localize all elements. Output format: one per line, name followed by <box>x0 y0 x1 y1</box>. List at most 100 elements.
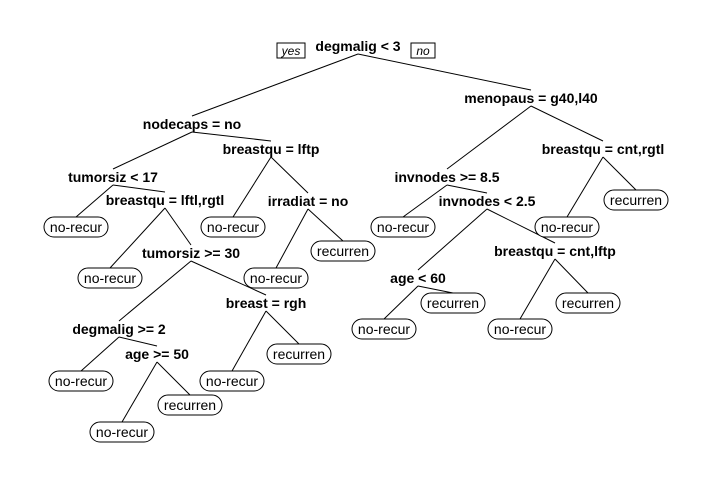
leaf-label: recurren <box>610 192 662 208</box>
split-label: nodecaps = no <box>143 116 241 132</box>
edge-n9-n16 <box>109 207 166 269</box>
split-label: menopaus = g40,l40 <box>464 90 598 106</box>
leaf-label: no-recur <box>377 219 429 235</box>
leaf-box <box>200 216 266 238</box>
leaf-box <box>351 318 417 340</box>
split-label: degmalig >= 2 <box>72 321 166 337</box>
split-node-n4: tumorsiz < 17 <box>68 169 158 185</box>
leaf-label: no-recur <box>206 373 258 389</box>
leaf-box <box>534 216 600 238</box>
leaf-box <box>487 318 553 340</box>
split-label: irradiat = no <box>268 193 349 209</box>
leaf-node-n27: recurren <box>555 292 621 314</box>
edge-n17-n22 <box>118 260 192 322</box>
branch-tags: yes no <box>276 42 436 59</box>
edge-n1-n3 <box>357 53 532 91</box>
edge-n4-n9 <box>112 184 166 193</box>
tree-edges <box>75 53 637 423</box>
edge-n29-n33 <box>156 361 191 396</box>
leaf-node-n19: recurren <box>310 240 376 262</box>
leaf-label: recurren <box>317 243 369 259</box>
leaf-box <box>310 240 376 262</box>
leaf-box <box>420 292 486 314</box>
leaf-node-n30: no-recur <box>199 370 265 392</box>
split-node-n13: invnodes < 2.5 <box>439 193 536 209</box>
edge-n1-n2 <box>191 53 359 117</box>
leaf-label: no-recur <box>541 219 593 235</box>
split-node-n21: breastqu = cnt,lftp <box>494 243 616 259</box>
edge-n5-n10 <box>232 156 272 218</box>
split-label: degmalig < 3 <box>315 38 400 54</box>
edge-n23-n31 <box>265 310 300 345</box>
split-label: tumorsiz < 17 <box>68 169 158 185</box>
leaf-box <box>243 267 309 289</box>
yes-branch-label: yes <box>281 44 301 58</box>
edge-n22-n29 <box>118 336 158 347</box>
edge-n2-n4 <box>112 131 193 170</box>
edge-n3-n7 <box>530 105 604 142</box>
edge-n11-n18 <box>275 208 309 269</box>
split-node-n9: breastqu = lftl,rgtl <box>106 192 225 208</box>
split-label: breastqu = cnt,rgtl <box>542 141 665 157</box>
edge-n6-n13 <box>446 184 488 194</box>
leaf-box <box>43 216 109 238</box>
leaf-node-n18: no-recur <box>243 267 309 289</box>
split-node-n5: breastqu = lftp <box>223 141 320 157</box>
leaf-box <box>48 370 114 392</box>
split-label: tumorsiz >= 30 <box>142 245 240 261</box>
leaf-label: no-recur <box>494 321 546 337</box>
leaf-node-n32: no-recur <box>89 421 155 443</box>
leaf-label: no-recur <box>358 321 410 337</box>
leaf-node-n28: no-recur <box>48 370 114 392</box>
edge-n5-n11 <box>270 156 309 194</box>
split-label: breastqu = lftp <box>223 141 320 157</box>
leaf-label: no-recur <box>250 270 302 286</box>
split-node-n2: nodecaps = no <box>143 116 241 132</box>
leaf-node-n15: recurren <box>603 189 669 211</box>
leaf-box <box>199 370 265 392</box>
leaf-node-n14: no-recur <box>534 216 600 238</box>
leaf-label: no-recur <box>55 373 107 389</box>
split-node-n23: breast = rgh <box>226 295 307 311</box>
split-node-n20: age < 60 <box>390 270 446 286</box>
split-node-n17: tumorsiz >= 30 <box>142 245 240 261</box>
leaf-node-n25: recurren <box>420 292 486 314</box>
split-node-n6: invnodes >= 8.5 <box>394 169 499 185</box>
leaf-label: recurren <box>427 295 479 311</box>
split-node-n22: degmalig >= 2 <box>72 321 166 337</box>
edge-n29-n32 <box>121 361 158 423</box>
leaf-node-n8: no-recur <box>43 216 109 238</box>
leaf-node-n12: no-recur <box>370 216 436 238</box>
edge-n2-n5 <box>191 131 272 142</box>
split-label: age >= 50 <box>125 346 189 362</box>
split-node-n29: age >= 50 <box>125 346 189 362</box>
leaf-label: recurren <box>164 397 216 413</box>
edge-n21-n27 <box>554 258 589 294</box>
split-label: breastqu = lftl,rgtl <box>106 192 225 208</box>
leaf-label: no-recur <box>84 270 136 286</box>
edge-n7-n15 <box>602 156 637 191</box>
leaf-node-n26: no-recur <box>487 318 553 340</box>
leaf-box <box>89 421 155 443</box>
leaf-box <box>266 343 332 365</box>
split-node-n1: degmalig < 3 <box>315 38 400 54</box>
leaf-box <box>157 394 223 416</box>
leaf-node-n16: no-recur <box>77 267 143 289</box>
edge-n20-n24 <box>383 285 419 320</box>
leaf-node-n10: no-recur <box>200 216 266 238</box>
split-label: age < 60 <box>390 270 446 286</box>
leaf-node-n24: no-recur <box>351 318 417 340</box>
split-node-n11: irradiat = no <box>268 193 349 209</box>
edge-n4-n8 <box>75 184 114 218</box>
edge-n17-n23 <box>190 260 267 296</box>
edge-n23-n30 <box>231 310 267 372</box>
edge-n21-n26 <box>519 258 556 320</box>
leaf-box <box>370 216 436 238</box>
edge-n13-n20 <box>417 208 488 271</box>
leaf-label: recurren <box>273 346 325 362</box>
tree-nodes: degmalig < 3 nodecaps = no menopaus = g40,… <box>43 38 669 443</box>
split-node-n3: menopaus = g40,l40 <box>464 90 598 106</box>
edge-n3-n6 <box>446 105 532 170</box>
leaf-node-n33: recurren <box>157 394 223 416</box>
